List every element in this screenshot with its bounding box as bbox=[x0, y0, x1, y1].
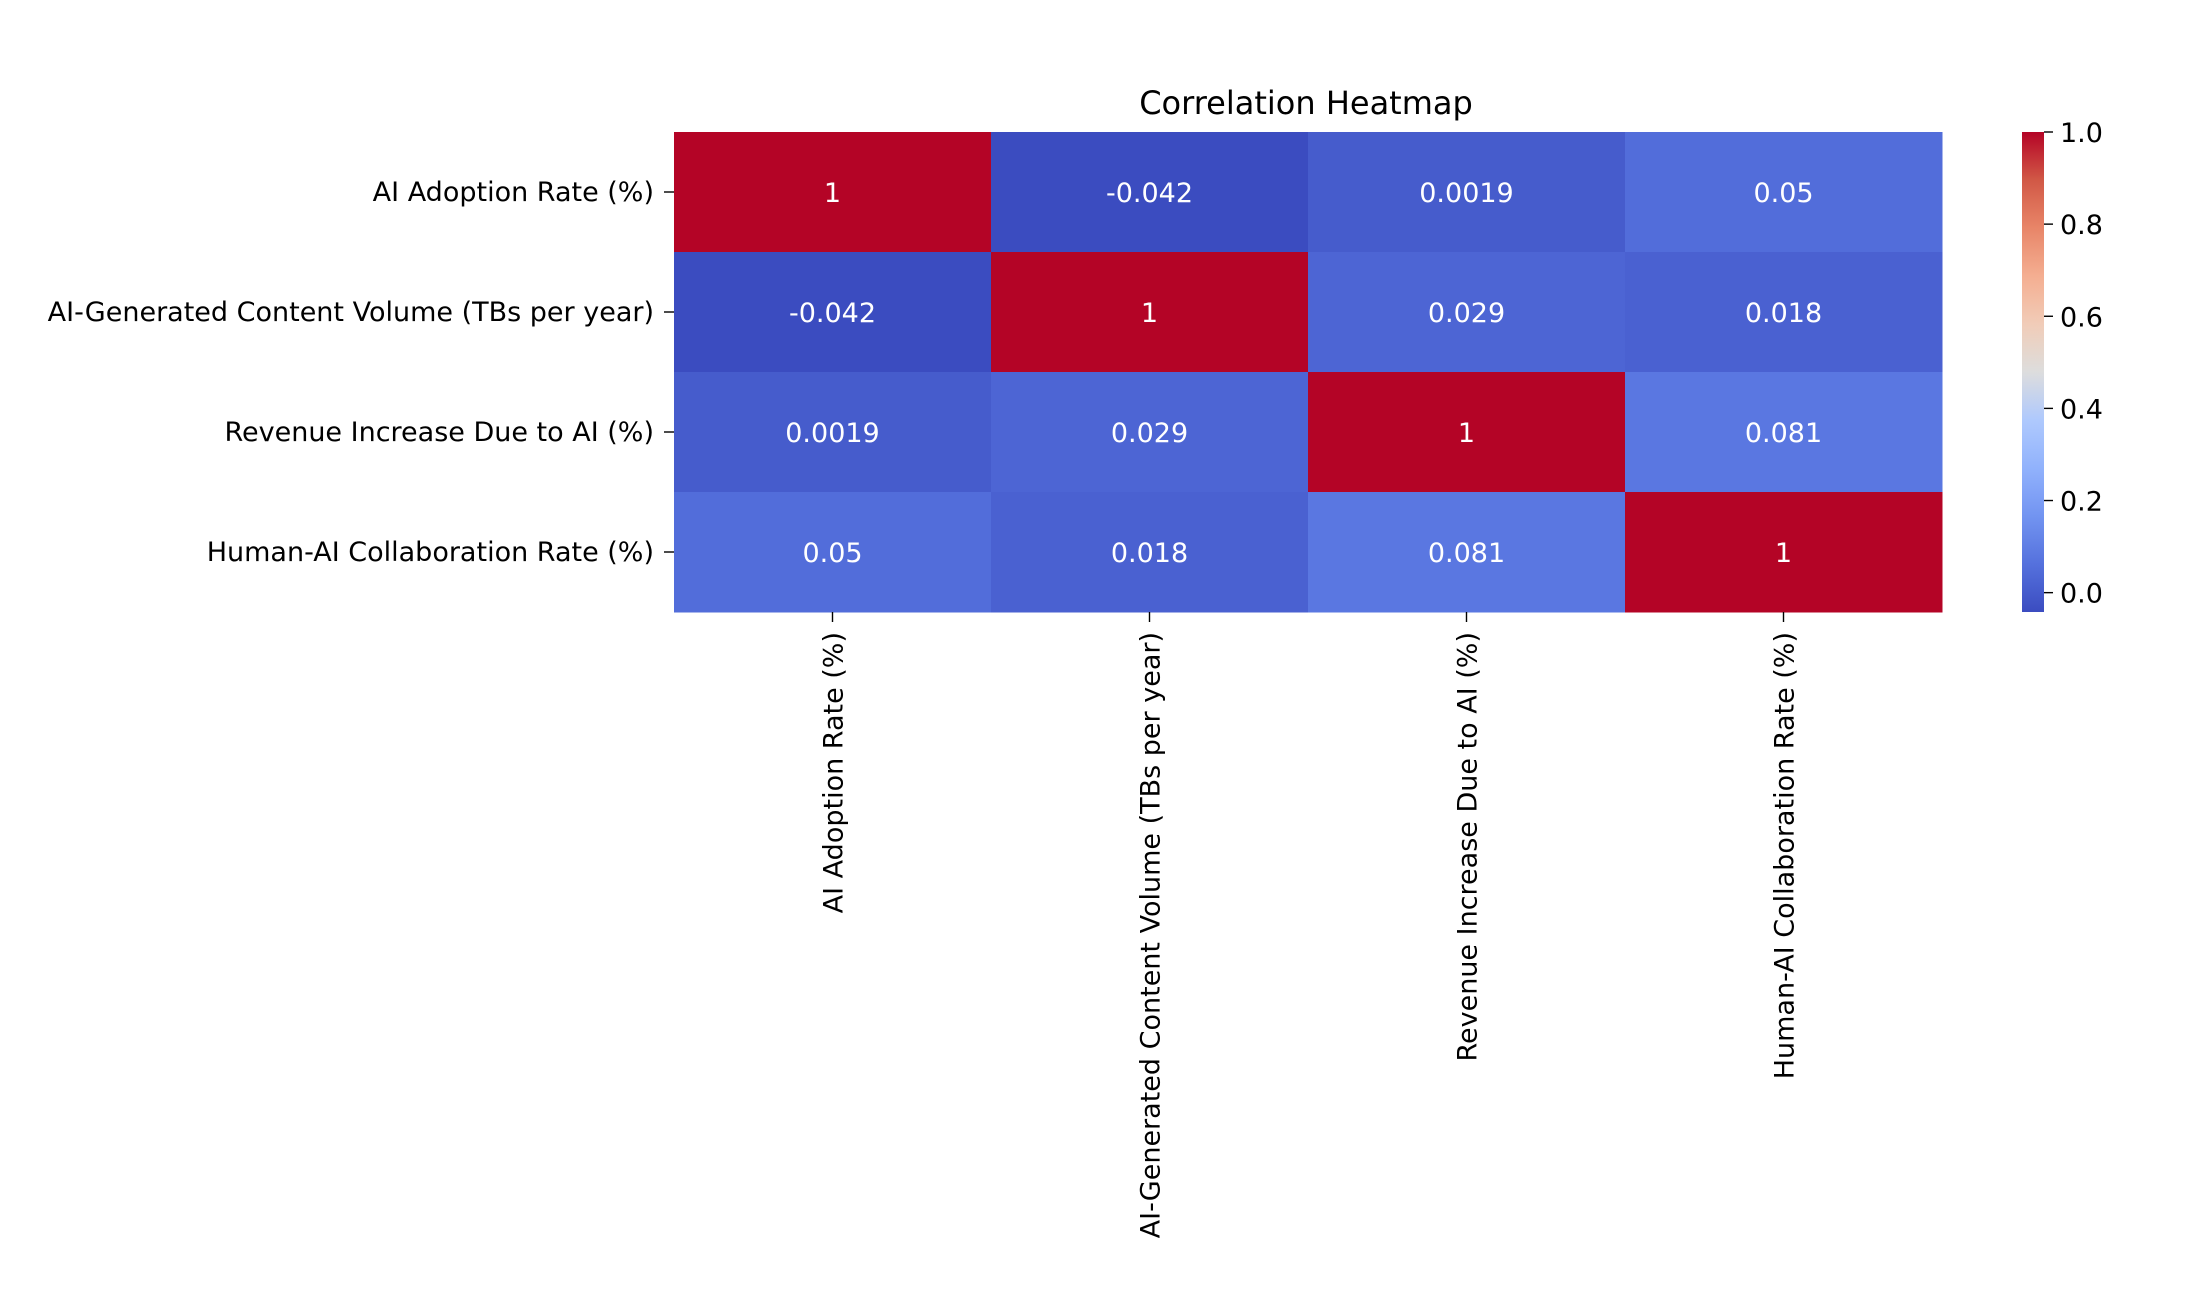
cell-annotation: 0.081 bbox=[1428, 538, 1505, 569]
cell-annotation: 0.05 bbox=[1753, 178, 1813, 209]
cell-annotation: 0.029 bbox=[1111, 418, 1188, 449]
heatmap-cell bbox=[1625, 252, 1943, 373]
heatmap-cell bbox=[1625, 492, 1943, 613]
y-tick-label: AI-Generated Content Volume (TBs per yea… bbox=[48, 297, 654, 328]
x-tick-label: AI Adoption Rate (%) bbox=[819, 632, 850, 913]
cell-annotation: 1 bbox=[824, 178, 841, 209]
heatmap-cell bbox=[674, 492, 992, 613]
y-tick-label: AI Adoption Rate (%) bbox=[373, 177, 654, 208]
colorbar-tick-label: 0.4 bbox=[2060, 394, 2103, 425]
heatmap-cell bbox=[991, 132, 1309, 253]
cell-annotation: 0.018 bbox=[1745, 298, 1822, 329]
x-tick-label: Human-AI Collaboration Rate (%) bbox=[1770, 632, 1801, 1079]
colorbar-gradient bbox=[2022, 132, 2044, 612]
heatmap-cell bbox=[1625, 132, 1943, 253]
colorbar-tick-label: 0.2 bbox=[2060, 487, 2103, 518]
colorbar-tick-label: 0.8 bbox=[2060, 210, 2103, 241]
cell-annotation: -0.042 bbox=[789, 298, 876, 329]
x-axis: AI Adoption Rate (%) AI-Generated Content… bbox=[819, 612, 1801, 1238]
cell-annotation: 1 bbox=[1458, 418, 1475, 449]
y-tick-label: Revenue Increase Due to AI (%) bbox=[224, 417, 654, 448]
colorbar-tick-label: 0.0 bbox=[2060, 579, 2103, 610]
cell-annotations: 1 -0.042 0.0019 0.05 -0.042 1 0.029 0.018 0.0019… bbox=[785, 178, 1822, 569]
cell-annotation: 1 bbox=[1775, 538, 1792, 569]
heatmap-cell bbox=[674, 252, 992, 373]
y-tick-label: Human-AI Collaboration Rate (%) bbox=[207, 537, 654, 568]
cell-annotation: 1 bbox=[1141, 298, 1158, 329]
heatmap-cell bbox=[991, 492, 1309, 613]
y-axis: AI Adoption Rate (%) AI-Generated Content… bbox=[48, 177, 674, 568]
cell-annotation: 0.05 bbox=[802, 538, 862, 569]
heatmap-cells bbox=[674, 132, 1943, 613]
heatmap-cell bbox=[674, 372, 992, 493]
x-tick-label: Revenue Increase Due to AI (%) bbox=[1453, 632, 1484, 1062]
cell-annotation: 0.018 bbox=[1111, 538, 1188, 569]
heatmap-cell bbox=[1308, 492, 1626, 613]
heatmap-cell bbox=[1308, 372, 1626, 493]
colorbar: 0.0 0.2 0.4 0.6 0.8 1.0 bbox=[2022, 118, 2103, 612]
heatmap-cell bbox=[1308, 252, 1626, 373]
colorbar-tick-label: 0.6 bbox=[2060, 302, 2103, 333]
heatmap-cell bbox=[991, 372, 1309, 493]
heatmap-cell bbox=[1308, 132, 1626, 253]
chart-title: Correlation Heatmap bbox=[1139, 84, 1473, 122]
cell-annotation: 0.029 bbox=[1428, 298, 1505, 329]
cell-annotation: 0.0019 bbox=[1419, 178, 1513, 209]
heatmap-cell bbox=[991, 252, 1309, 373]
cell-annotation: 0.0019 bbox=[785, 418, 879, 449]
cell-annotation: 0.081 bbox=[1745, 418, 1822, 449]
heatmap-cell bbox=[1625, 372, 1943, 493]
cell-annotation: -0.042 bbox=[1106, 178, 1193, 209]
heatmap-cell bbox=[674, 132, 992, 253]
x-tick-label: AI-Generated Content Volume (TBs per yea… bbox=[1136, 632, 1167, 1238]
colorbar-tick-label: 1.0 bbox=[2060, 118, 2103, 149]
